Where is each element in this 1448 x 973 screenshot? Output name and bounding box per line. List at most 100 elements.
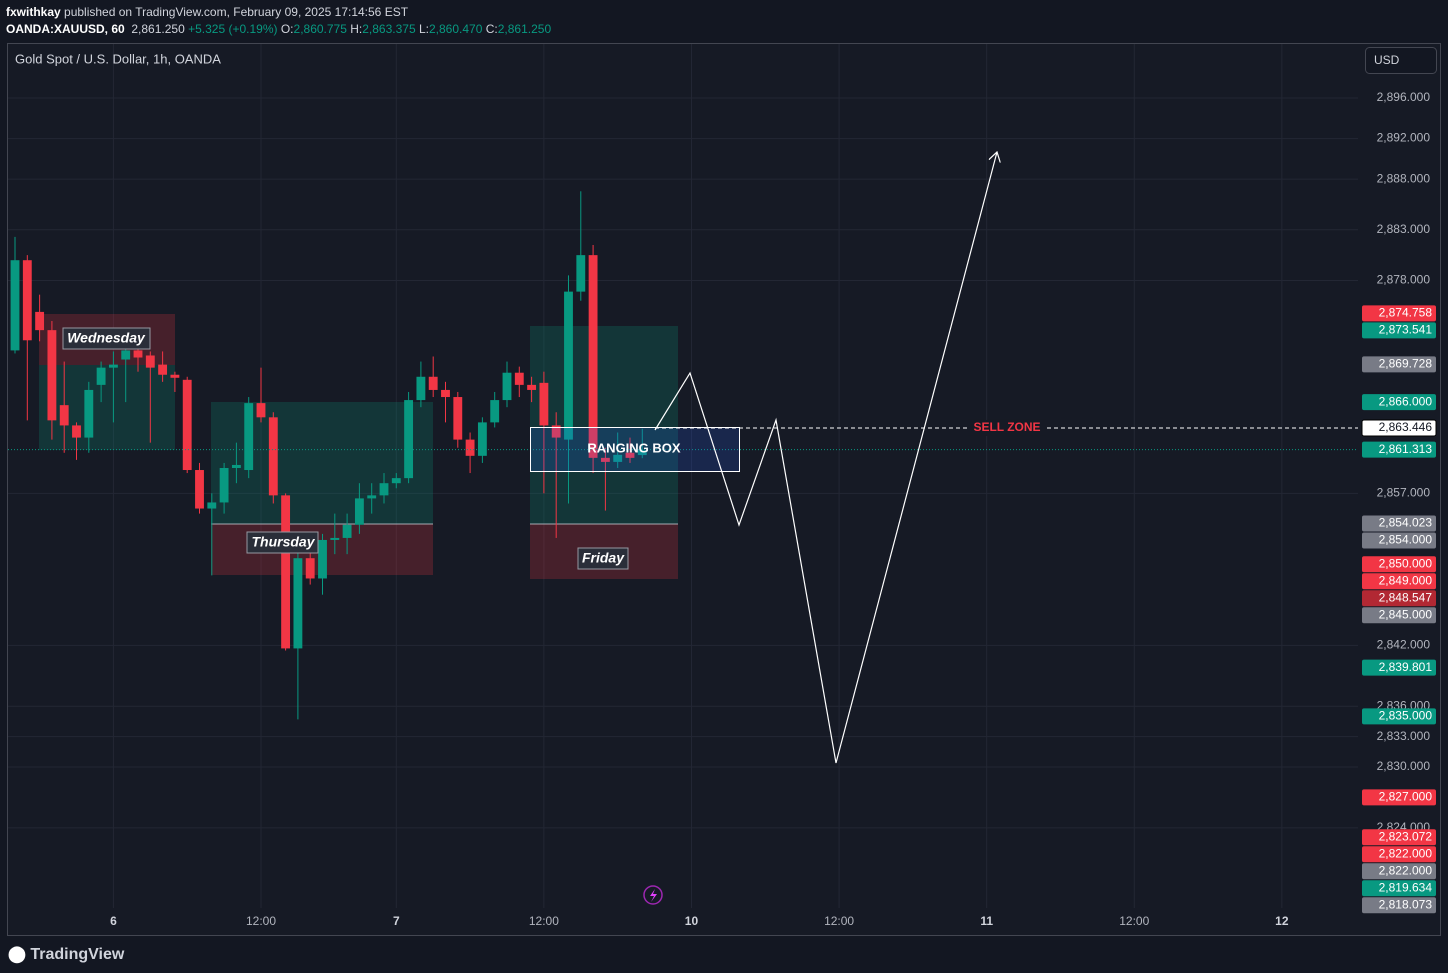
- ranging-box-label: RANGING BOX: [587, 440, 681, 455]
- header: fxwithkay published on TradingView.com, …: [6, 4, 551, 38]
- price-label-box: [1362, 556, 1436, 573]
- alert-icon-bolt: [650, 889, 657, 902]
- candle-body: [576, 255, 586, 292]
- price-label: 2,854.023: [1379, 516, 1433, 530]
- price-label: 2,819.634: [1379, 880, 1433, 894]
- candle-body: [244, 403, 254, 471]
- sell-zone-label: SELL ZONE: [973, 420, 1040, 434]
- candle-body: [158, 364, 168, 375]
- alert-icon[interactable]: [643, 885, 663, 905]
- candle-body: [268, 417, 278, 496]
- candle-body: [207, 502, 217, 509]
- l: 2,860.470: [429, 22, 483, 36]
- price-label: 2,822.000: [1379, 863, 1433, 877]
- c-label: C:: [485, 22, 498, 36]
- price-label: 2,827.000: [1379, 790, 1433, 804]
- price-label-box: [1362, 573, 1436, 590]
- y-tick-label: 2,833.000: [1377, 729, 1431, 743]
- change: +5.325 (+0.19%): [188, 22, 278, 36]
- candle-body: [600, 457, 610, 462]
- x-tick-label: 12: [1275, 914, 1289, 928]
- candle-body: [281, 495, 291, 649]
- brand: ⬤ TradingView: [8, 946, 125, 963]
- price-label: 2,822.000: [1379, 846, 1433, 860]
- candle-body: [367, 495, 377, 499]
- l-label: L:: [418, 22, 429, 36]
- o-label: O:: [280, 22, 294, 36]
- drawings: [39, 314, 678, 579]
- symbol-line: OANDA:XAUUSD, 60 2,861.250 +5.325 (+0.19…: [6, 21, 551, 38]
- currency-button[interactable]: [1365, 47, 1437, 74]
- candle-body: [625, 452, 635, 458]
- price-label-box: [1362, 659, 1436, 676]
- chart-title: Gold Spot / U.S. Dollar, 1h, OANDA: [15, 51, 221, 66]
- y-tick-label: 2,896.000: [1377, 90, 1431, 104]
- chart: Wednesday Thursday Friday RANGING BOX 2,…: [7, 43, 1441, 936]
- candle-body: [564, 291, 573, 440]
- price-label-box: [1362, 590, 1436, 607]
- price-label-box: [1362, 607, 1436, 624]
- candle-body: [121, 350, 131, 360]
- candle-body: [47, 330, 57, 421]
- candle-body: [145, 355, 155, 368]
- price-label-box: [1362, 829, 1436, 846]
- y-tick-label: 2,857.000: [1377, 486, 1431, 500]
- day-label: Friday: [582, 550, 625, 566]
- candle-body: [170, 374, 180, 378]
- price-label: 2,873.541: [1379, 323, 1433, 337]
- symbol: OANDA:XAUUSD, 60: [6, 22, 125, 36]
- candle-body: [613, 454, 623, 462]
- candle-body: [22, 260, 32, 341]
- candles: [8, 191, 1358, 720]
- x-tick-label: 12:00: [1119, 914, 1149, 928]
- price-label-box: [1362, 305, 1436, 322]
- grid: [8, 44, 1358, 908]
- candle-body: [72, 425, 81, 438]
- candle-body: [133, 350, 143, 358]
- range-box: [530, 326, 678, 524]
- price-label-box: [1362, 394, 1436, 411]
- price-label-box: [1362, 441, 1436, 458]
- range-box: [39, 365, 175, 450]
- price-label-box: [1362, 708, 1436, 725]
- candle-body: [84, 389, 94, 438]
- publish-line: fxwithkay published on TradingView.com, …: [6, 4, 551, 21]
- currency: USD: [1374, 53, 1400, 67]
- candle-body: [354, 498, 364, 525]
- candle-body: [182, 379, 192, 471]
- candle-body: [416, 376, 426, 401]
- x-tick-label: 12:00: [246, 914, 276, 928]
- price-label: 2,839.801: [1379, 660, 1433, 674]
- price-label: 2,850.000: [1379, 556, 1433, 570]
- last: 2,861.250: [131, 22, 185, 36]
- day-label: Thursday: [251, 534, 315, 550]
- author[interactable]: fxwithkay: [6, 5, 61, 19]
- ranging-box: [530, 427, 740, 472]
- price-label: 2,823.072: [1379, 829, 1433, 843]
- price-label: 2,845.000: [1379, 607, 1433, 621]
- label-box: [62, 327, 151, 350]
- candle-body: [59, 405, 69, 426]
- candle-body: [502, 372, 512, 401]
- price-label: 2,818.073: [1379, 897, 1433, 911]
- price-label-box: [1362, 846, 1436, 863]
- x-tick-label: 12:00: [824, 914, 854, 928]
- candle-body: [318, 539, 327, 579]
- price-label: 2,849.000: [1379, 573, 1433, 587]
- price-label: 2,861.313: [1379, 442, 1433, 456]
- x-tick-label: 6: [110, 914, 117, 928]
- candle-body: [379, 483, 389, 496]
- price-label-box: [1362, 789, 1436, 806]
- price-label-box: [1362, 356, 1436, 373]
- sell-zone-bg: [968, 419, 1046, 436]
- candle-body: [551, 425, 561, 438]
- price-label-box: [1362, 880, 1436, 897]
- y-tick-label: 2,842.000: [1377, 638, 1431, 652]
- candle-body: [10, 260, 20, 351]
- published: published on TradingView.com, February 0…: [64, 5, 409, 19]
- candle-body: [453, 397, 463, 440]
- y-tick-label: 2,878.000: [1377, 273, 1431, 287]
- candle-body: [588, 255, 598, 458]
- x-tick-label: 7: [393, 914, 400, 928]
